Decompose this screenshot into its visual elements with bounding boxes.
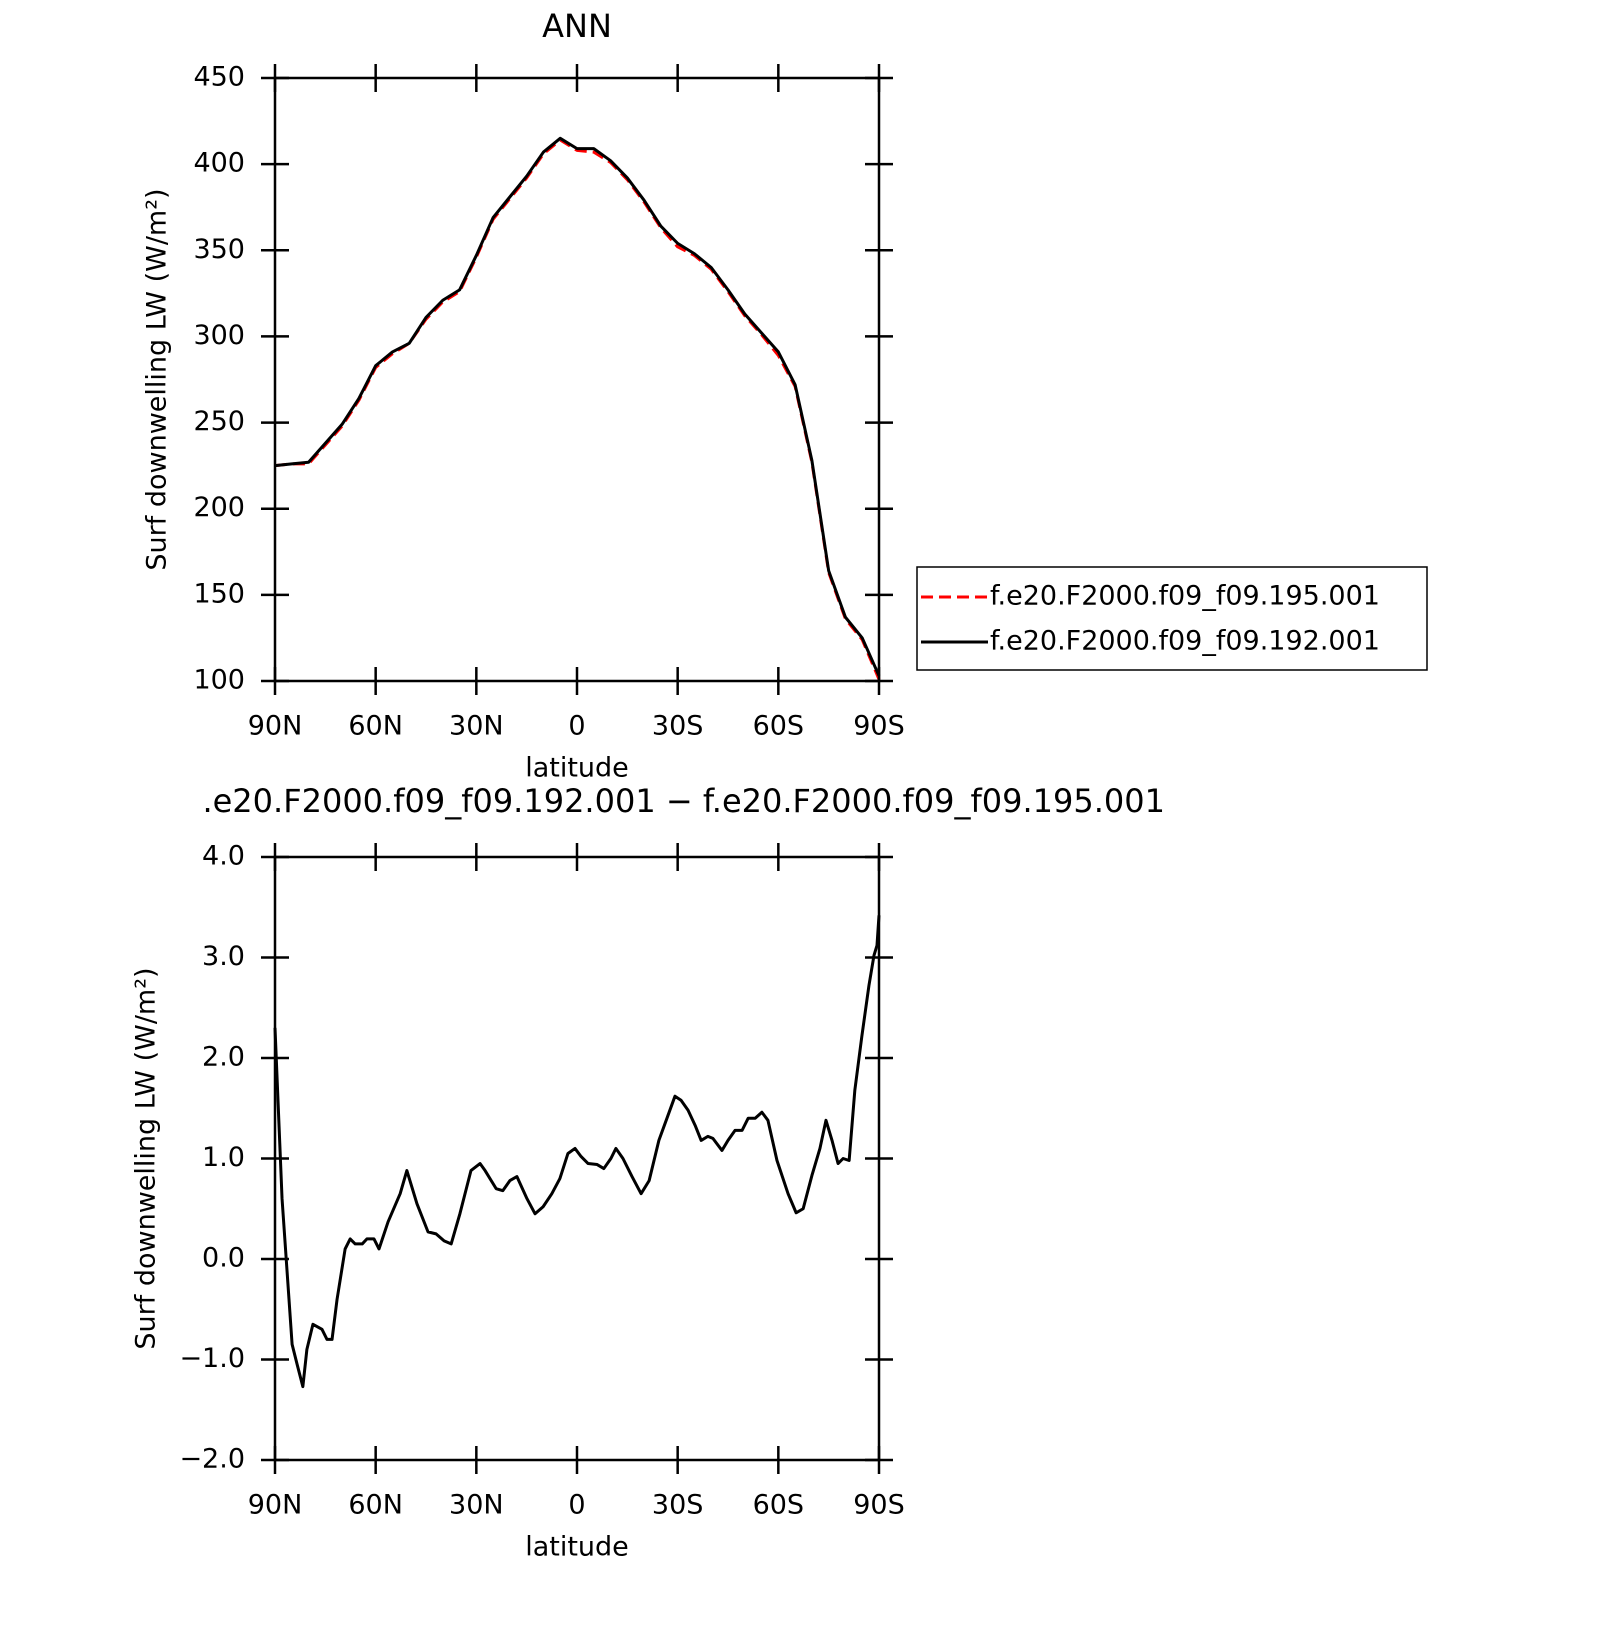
x-tick-label: 90S [853,711,905,742]
chart-title: .e20.F2000.f09_f09.192.001 − f.e20.F2000… [202,782,1165,820]
plot-frame [273,76,881,683]
legend-box [916,566,1428,671]
y-tick-label: −1.0 [179,1343,245,1374]
x-tick-label: 90N [248,1490,303,1521]
x-tick-label: 30N [449,1490,504,1521]
y-tick-label: 1.0 [202,1142,245,1173]
chart-title: ANN [542,7,612,45]
y-tick-label: 200 [193,492,245,523]
x-tick-label: 90S [853,1490,905,1521]
y-tick-label: 300 [193,320,245,351]
x-tick-label: 30S [652,711,704,742]
x-tick-label: 30N [449,711,504,742]
x-tick-label: 0 [568,711,585,742]
y-axis-label: Surf downwelling LW (W/m²) [131,967,162,1349]
legend-label: f.e20.F2000.f09_f09.192.001 [990,626,1380,657]
plot-frame [273,855,881,1462]
x-tick-label: 0 [568,1490,585,1521]
x-tick-label: 60S [753,1490,805,1521]
y-tick-label: 0.0 [202,1243,245,1274]
x-tick-label: 90N [248,711,303,742]
x-tick-label: 60N [348,1490,403,1521]
data-line [273,915,881,1389]
data-line [274,138,881,680]
y-tick-label: 150 [193,578,245,609]
y-tick-label: 450 [193,62,245,93]
y-tick-label: 400 [193,148,245,179]
legend-label: f.e20.F2000.f09_f09.195.001 [990,581,1380,612]
y-tick-label: 4.0 [202,841,245,872]
y-axis-label: Surf downwelling LW (W/m²) [142,188,173,570]
y-tick-label: 100 [193,665,245,696]
x-tick-label: 30S [652,1490,704,1521]
y-tick-label: 2.0 [202,1042,245,1073]
x-axis-label: latitude [525,1532,629,1563]
y-tick-label: 250 [193,406,245,437]
x-tick-label: 60N [348,711,403,742]
y-tick-label: 3.0 [202,941,245,972]
data-line [274,136,881,677]
x-tick-label: 60S [753,711,805,742]
x-axis-label: latitude [525,753,629,784]
y-tick-label: −2.0 [179,1444,245,1475]
y-tick-label: 350 [193,234,245,265]
